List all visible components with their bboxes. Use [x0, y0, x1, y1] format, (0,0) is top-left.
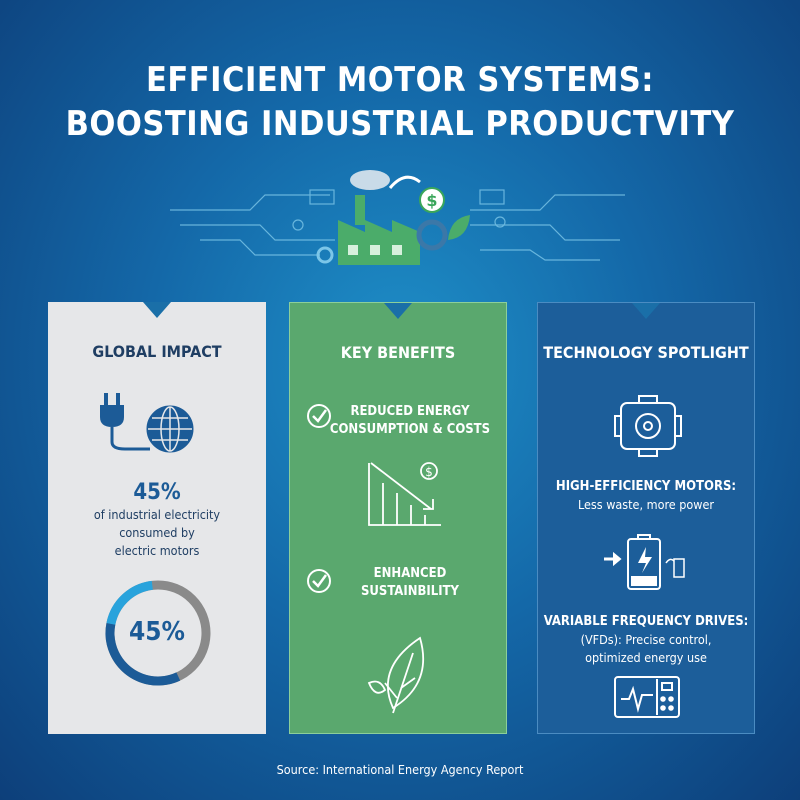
- motors-title: HIGH-EFFICIENCY MOTORS:: [555, 479, 737, 494]
- desc-line: of industrial electricity: [93, 507, 221, 522]
- desc-line: optimized energy use: [585, 650, 707, 665]
- benefit-line: SUSTAINBILITY: [360, 584, 459, 599]
- check-circle-icon: [307, 404, 331, 428]
- factory-icon: [338, 170, 420, 265]
- card-heading: KEY BENEFITS: [340, 343, 456, 362]
- dollar-icon: $: [419, 187, 445, 213]
- svg-text:$: $: [426, 191, 437, 210]
- source-note: Source: International Energy Agency Repo…: [276, 762, 524, 777]
- title-line-2: BOOSTING INDUSTRIAL PRODUCTVITY: [65, 104, 735, 144]
- vfd-description: (VFDs): Precise control, optimized energ…: [538, 631, 754, 667]
- card-heading: GLOBAL IMPACT: [92, 342, 222, 361]
- benefit-line: REDUCED ENERGY: [350, 404, 470, 419]
- stat-description: of industrial electricity consumed by el…: [48, 506, 266, 560]
- title-line-1: EFFICIENT MOTOR SYSTEMS:: [145, 60, 655, 100]
- vfd-title: VARIABLE FREQUENCY DRIVES:: [543, 614, 749, 629]
- benefit-2: ENHANCED SUSTAINBILITY: [310, 565, 510, 601]
- stat-value: 45%: [133, 480, 181, 505]
- leaf-icon: [448, 215, 470, 240]
- declining-cost-chart-icon: $: [368, 462, 441, 526]
- key-benefits-card: KEY BENEFITS REDUCED ENERGY CONSUMPTION …: [289, 302, 507, 734]
- benefit-line: CONSUMPTION & COSTS: [329, 422, 491, 437]
- motors-description: Less waste, more power: [577, 497, 715, 512]
- plug-icon: [100, 393, 150, 451]
- battery-charging-icon: [604, 534, 685, 590]
- gear-icon: [316, 246, 334, 264]
- card-heading: TECHNOLOGY SPOTLIGHT: [543, 343, 749, 362]
- benefit-line: ENHANCED: [373, 566, 447, 581]
- desc-line: consumed by: [119, 525, 195, 540]
- desc-line: (VFDs): Precise control,: [580, 632, 712, 647]
- page-title: EFFICIENT MOTOR SYSTEMS: BOOSTING INDUST…: [0, 58, 800, 146]
- vfd-drive-icon: [614, 676, 680, 718]
- donut-label: 45%: [129, 617, 185, 647]
- motor-icon: [614, 395, 682, 457]
- leaf-icon: [367, 636, 424, 714]
- svg-text:$: $: [425, 465, 433, 479]
- technology-spotlight-card: TECHNOLOGY SPOTLIGHT HIGH-EFFICIENCY MOT…: [537, 302, 755, 734]
- globe-icon: [146, 405, 194, 453]
- benefit-1: REDUCED ENERGY CONSUMPTION & COSTS: [310, 403, 510, 439]
- donut-chart: [105, 580, 211, 686]
- global-impact-card: GLOBAL IMPACT 45% of industrial electric…: [48, 302, 266, 734]
- desc-line: electric motors: [114, 543, 200, 558]
- arrow-icon: [388, 175, 421, 189]
- check-circle-icon: [307, 569, 331, 593]
- factory-circuit-illustration: $: [170, 170, 625, 265]
- gear-icon: [416, 219, 448, 251]
